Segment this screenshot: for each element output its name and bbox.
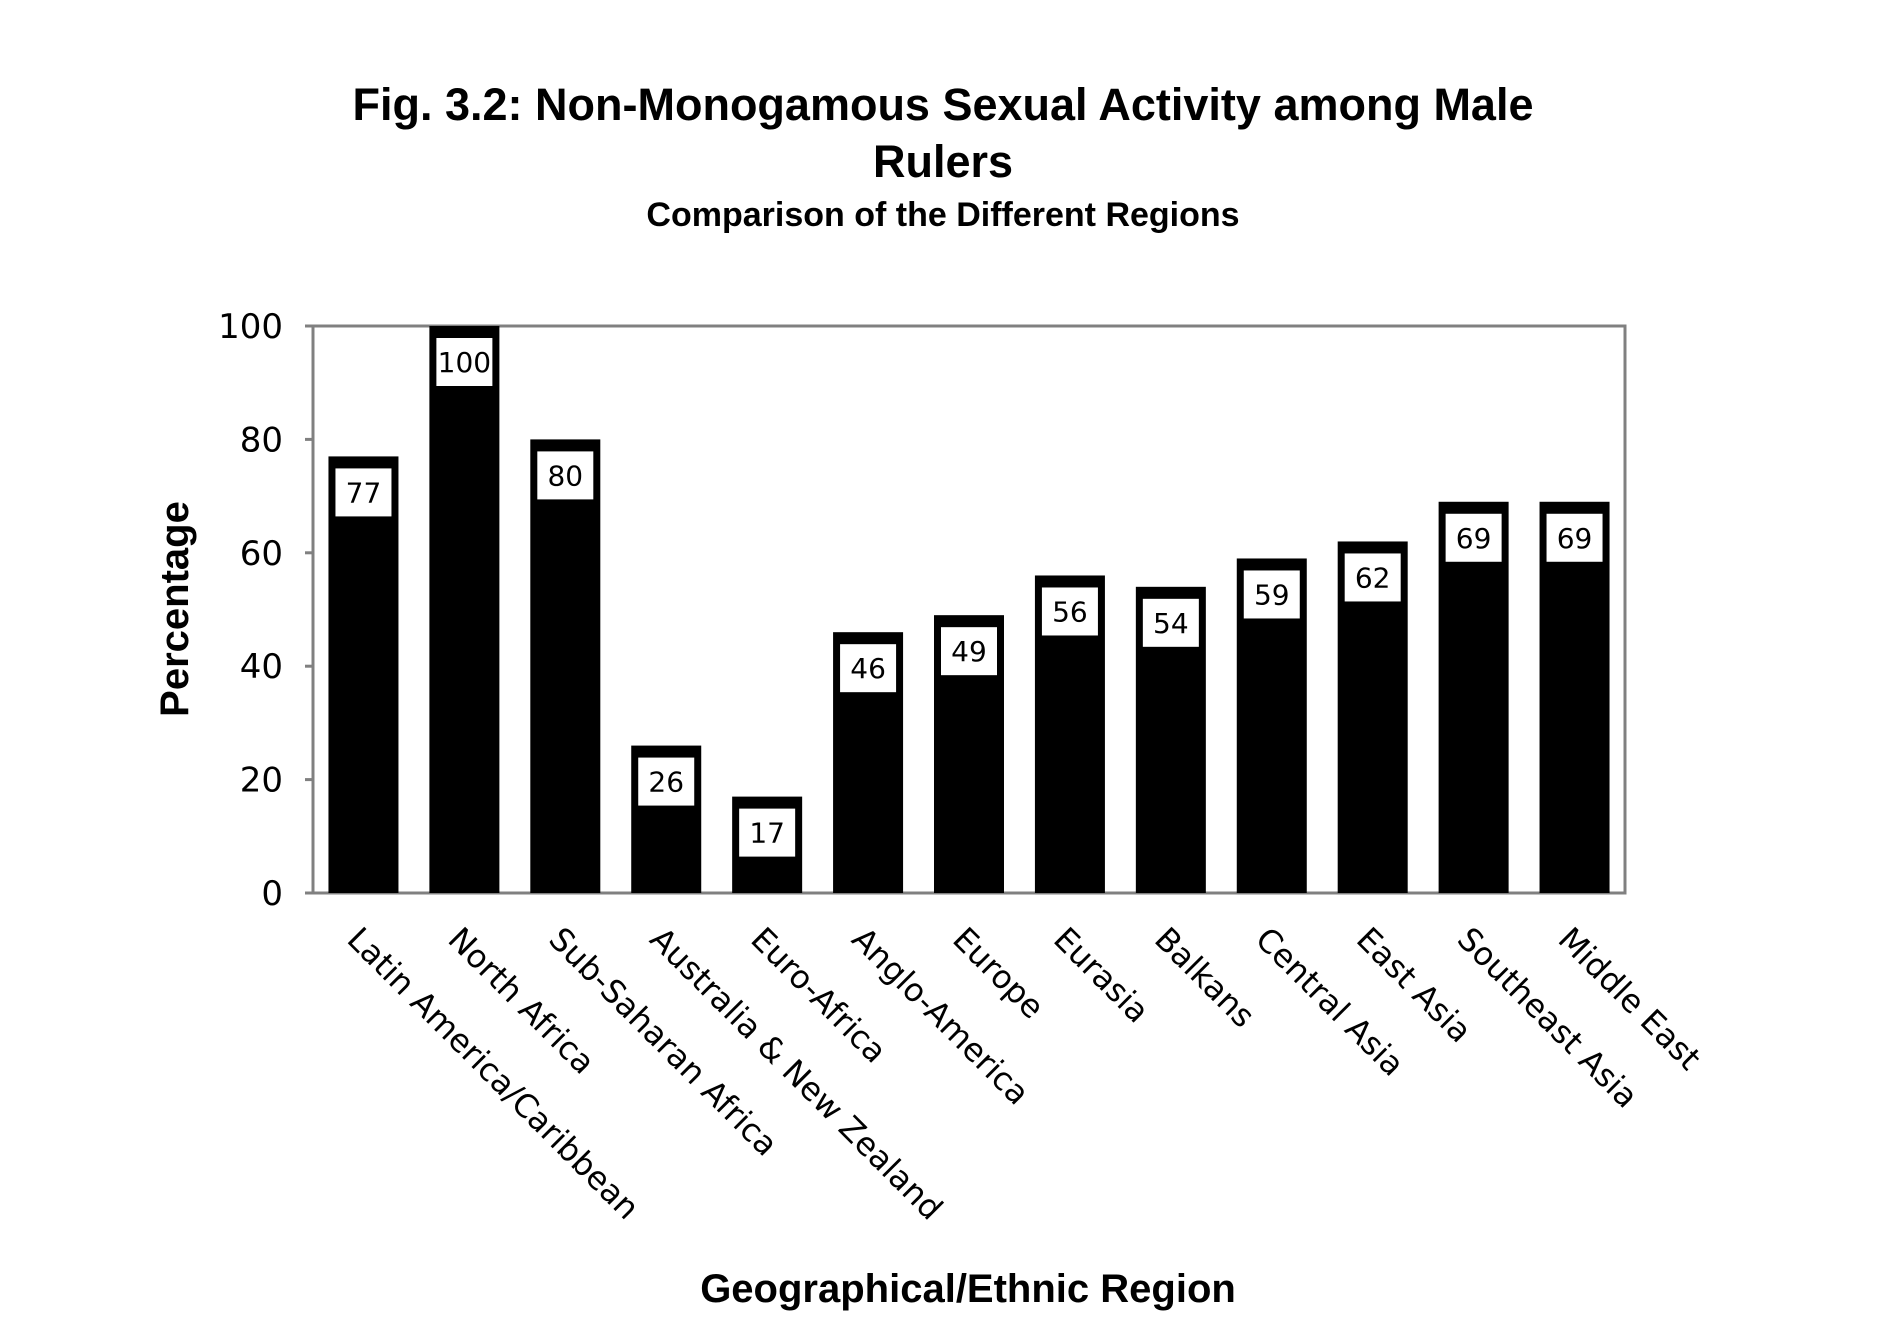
data-label: 69 [1456, 522, 1492, 555]
bar [1438, 501, 1509, 893]
x-category-label: Eurasia [1046, 920, 1157, 1031]
bar [328, 456, 399, 893]
y-tick-label: 0 [261, 874, 283, 914]
bar [429, 326, 500, 893]
data-label-box [1243, 570, 1300, 619]
data-label-box [1041, 587, 1098, 636]
data-label: 69 [1557, 522, 1593, 555]
x-category-label: Anglo-America [844, 920, 1037, 1113]
data-label: 26 [648, 766, 684, 799]
data-label: 46 [850, 652, 886, 685]
chart-subtitle: Comparison of the Different Regions [646, 196, 1239, 234]
data-label-box [1546, 513, 1603, 562]
data-label-box [739, 808, 796, 857]
data-label-box [537, 451, 594, 500]
data-label-box [1142, 598, 1199, 647]
data-label: 59 [1254, 578, 1290, 611]
x-category-label: Southeast Asia [1450, 920, 1646, 1116]
data-label: 17 [749, 817, 785, 850]
data-label-box [1344, 553, 1401, 602]
bar [530, 439, 601, 893]
data-label-box [638, 757, 695, 806]
data-label: 56 [1052, 595, 1088, 628]
y-tick-label: 20 [240, 761, 283, 801]
data-label: 77 [346, 476, 382, 509]
data-label-box [1445, 513, 1502, 562]
y-tick-label: 100 [218, 307, 283, 347]
x-category-label: Balkans [1147, 920, 1262, 1035]
y-axis-title: Percentage [153, 501, 197, 717]
y-tick-label: 80 [240, 420, 283, 460]
data-label-box [436, 338, 493, 386]
chart-title-line-2: Rulers [873, 136, 1013, 187]
data-label: 62 [1355, 561, 1391, 594]
data-label: 80 [547, 459, 583, 492]
data-label-box [840, 644, 897, 693]
bar [1539, 501, 1610, 893]
y-tick-label: 60 [240, 534, 283, 574]
data-label: 49 [951, 635, 987, 668]
data-label: 100 [438, 346, 491, 379]
chart-title-line-1: Fig. 3.2: Non-Monogamous Sexual Activity… [353, 79, 1534, 130]
y-tick-label: 40 [240, 647, 283, 687]
x-axis-title: Geographical/Ethnic Region [700, 1267, 1236, 1311]
data-label: 54 [1153, 607, 1189, 640]
data-label-box [941, 627, 997, 676]
data-label-box [335, 468, 392, 517]
